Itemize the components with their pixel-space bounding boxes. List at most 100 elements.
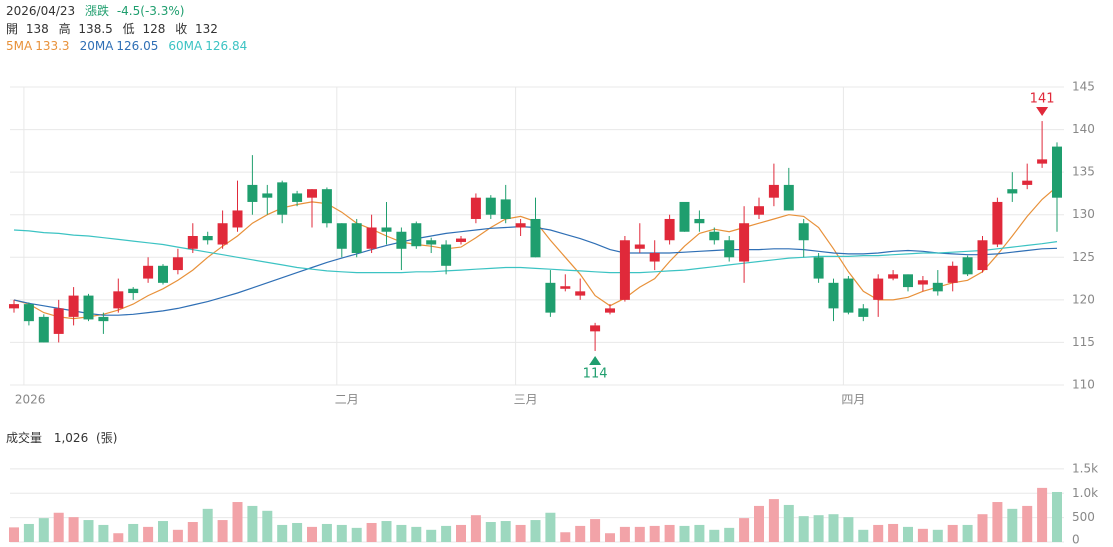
volume-bar (947, 524, 958, 542)
volume-bar (709, 529, 720, 542)
candle-body (962, 257, 973, 275)
volume-bar (441, 525, 452, 542)
candle-body (426, 240, 437, 245)
volume-bar (1022, 505, 1033, 542)
candle-body (754, 206, 764, 215)
candle-body (128, 288, 139, 294)
volume-bar (977, 514, 988, 542)
candle-body (9, 304, 19, 309)
change: -4.5(-3.3%) (117, 4, 185, 18)
low-marker (589, 355, 602, 365)
candle-body (217, 223, 228, 245)
volume-bar (873, 524, 884, 542)
y-tick-label: 135 (1072, 165, 1095, 179)
volume-bar (679, 525, 690, 542)
candle-body (485, 197, 496, 215)
ma-value: 126.05 (116, 39, 158, 53)
candle-body (23, 304, 34, 322)
ma-name: 60MA (168, 39, 203, 53)
volume-bar (307, 526, 317, 542)
candle-body (605, 308, 615, 313)
volume-bar (53, 512, 64, 542)
candle-body (843, 278, 854, 313)
volume-bar (470, 515, 481, 542)
volume-bar (858, 529, 869, 542)
y-tick-label: 140 (1072, 122, 1095, 136)
volume-bar (724, 527, 735, 542)
candle-body (262, 193, 273, 198)
low-label: 114 (583, 366, 608, 381)
candle-body (634, 244, 645, 249)
x-tick-label: 二月 (335, 393, 359, 407)
candle-body (98, 316, 109, 322)
candle-body (158, 265, 168, 283)
y-tick-label: 110 (1072, 378, 1095, 392)
high: 138.5 (78, 22, 112, 36)
candle-body (888, 274, 899, 279)
candle-body (649, 253, 660, 262)
candle-body (38, 316, 49, 343)
volume-bar (515, 524, 526, 542)
volume-bar (828, 514, 839, 542)
volume-bar (247, 505, 258, 542)
volume-bar (783, 504, 794, 542)
candle-body (590, 325, 601, 332)
volume-bar (917, 528, 928, 542)
ma-name: 20MA (80, 39, 115, 53)
candle-body (441, 244, 452, 266)
volume-bar (1052, 491, 1062, 542)
volume-bar (485, 522, 496, 542)
volume-bar (426, 529, 437, 542)
ma-value: 133.3 (35, 39, 69, 53)
candle-body (307, 189, 317, 198)
candle-body (232, 210, 243, 228)
ma-legend: 5MA 133.3 20MA 126.05 60MA 126.84 (6, 39, 247, 53)
x-tick-label: 2026 (15, 393, 46, 407)
candle-body (709, 231, 720, 241)
volume-bar (262, 510, 273, 542)
candle-body (545, 282, 556, 313)
volume-last: 1,026 (54, 431, 88, 445)
volume-bar (202, 508, 213, 542)
candle-body (411, 223, 422, 247)
candle-body (783, 184, 794, 211)
header-row-2: 開 138 高 138.5 低 128 收 132 (6, 21, 218, 36)
x-tick-label: 三月 (514, 393, 538, 407)
volume-bar (590, 519, 601, 542)
candle-body (813, 257, 824, 279)
y-tick-label: 1.5k (1072, 461, 1098, 475)
y-tick-label: 0 (1072, 533, 1080, 547)
volume-bar (232, 502, 243, 542)
open-label: 開 (6, 22, 18, 36)
candle-body (396, 231, 407, 249)
close-label: 收 (175, 22, 187, 36)
volume-bar (277, 524, 288, 542)
change-label: 漲跌 (85, 3, 109, 18)
low-label: 低 (123, 22, 135, 36)
candle-body (1052, 146, 1062, 198)
y-tick-label: 125 (1072, 250, 1095, 264)
candle-body (277, 182, 288, 215)
volume-bar (798, 516, 809, 542)
candle-body (560, 286, 571, 289)
high-marker (1036, 107, 1049, 117)
volume-bar (187, 522, 198, 542)
volume-bar (605, 533, 615, 542)
high-label: 141 (1030, 92, 1055, 107)
candle-body (247, 184, 258, 202)
volume-bar (530, 520, 541, 542)
date: 2026/04/23 (6, 4, 75, 18)
volume-bar (619, 526, 630, 542)
volume-bar (158, 521, 168, 542)
ma-name: 5MA (6, 39, 33, 53)
candle-body (113, 291, 124, 309)
volume-bar (23, 523, 34, 542)
candle-body (575, 291, 586, 296)
volume-bar (396, 524, 407, 542)
y-tick-label: 120 (1072, 292, 1095, 306)
volume-bar (1007, 508, 1018, 542)
volume-bar (634, 526, 645, 542)
volume-bar (1037, 487, 1048, 542)
volume-bar (754, 505, 764, 542)
